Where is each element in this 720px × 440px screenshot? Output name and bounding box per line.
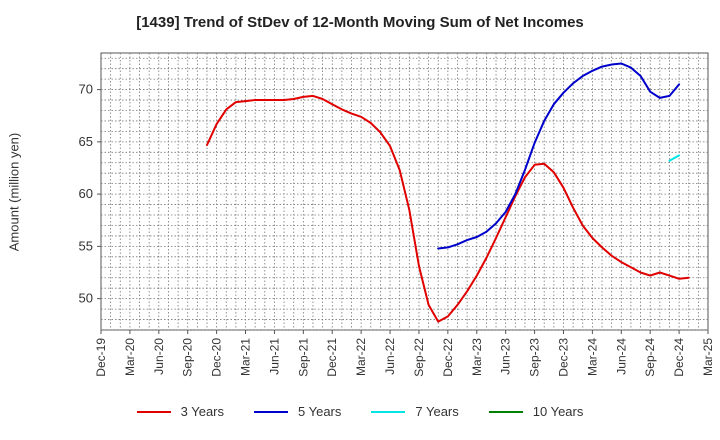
legend-item-10-years: 10 Years: [488, 404, 584, 419]
legend-item-3-years: 3 Years: [136, 404, 224, 419]
x-tick-label: Mar-20: [123, 338, 137, 376]
series-line-3-years: [206, 94, 690, 323]
x-tick-label: Jun-21: [267, 338, 281, 375]
y-tick-label: 55: [79, 238, 93, 253]
x-tick-label: Sep-21: [296, 338, 310, 377]
y-tick-label: 70: [79, 82, 93, 97]
x-tick-label: Jun-24: [614, 338, 628, 375]
x-tick-label: Jun-22: [383, 338, 397, 375]
x-tick-label: Dec-19: [94, 338, 108, 377]
series-lines: [206, 62, 690, 323]
legend-label: 7 Years: [415, 404, 459, 419]
legend-swatch: [371, 410, 406, 413]
x-tick-label: Dec-23: [556, 338, 570, 377]
x-tick-label: Dec-22: [441, 338, 455, 377]
y-tick-label: 65: [79, 134, 93, 149]
x-axis-ticks: Dec-19 Mar-20 Jun-20 Sep-20 Dec-20 Mar-21 Jun-…: [94, 330, 715, 377]
y-tick-label: 50: [79, 291, 93, 306]
chart-title: [1439] Trend of StDev of 12-Month Moving…: [136, 14, 584, 31]
y-axis-ticks: 50 55 60 65 70: [79, 82, 101, 306]
x-tick-label: Mar-24: [585, 338, 599, 376]
x-tick-label: Dec-21: [325, 338, 339, 377]
legend-swatch: [136, 410, 171, 413]
x-tick-label: Mar-22: [354, 338, 368, 376]
x-tick-label: Mar-25: [701, 338, 715, 376]
series-line-7-years: [668, 154, 681, 162]
y-tick-label: 60: [79, 186, 93, 201]
legend-label: 5 Years: [298, 404, 342, 419]
legend: 3 Years 5 Years 7 Years 10 Years: [0, 404, 720, 419]
legend-label: 3 Years: [180, 404, 224, 419]
x-tick-label: Dec-20: [210, 338, 224, 377]
series-line-5-years: [437, 62, 681, 250]
legend-item-5-years: 5 Years: [254, 404, 341, 419]
legend-label: 10 Years: [532, 404, 584, 419]
x-tick-label: Sep-23: [528, 338, 542, 377]
x-tick-label: Dec-24: [672, 338, 686, 377]
x-tick-label: Jun-23: [499, 338, 513, 375]
legend-swatch: [254, 410, 288, 413]
x-tick-label: Sep-22: [412, 338, 426, 377]
legend-item-7-years: 7 Years: [371, 404, 459, 419]
x-tick-label: Mar-21: [239, 338, 253, 376]
legend-swatch: [488, 410, 523, 413]
x-tick-label: Mar-23: [470, 338, 484, 376]
x-tick-label: Sep-20: [181, 338, 195, 377]
x-tick-label: Jun-20: [152, 338, 166, 375]
x-tick-label: Sep-24: [643, 338, 657, 377]
